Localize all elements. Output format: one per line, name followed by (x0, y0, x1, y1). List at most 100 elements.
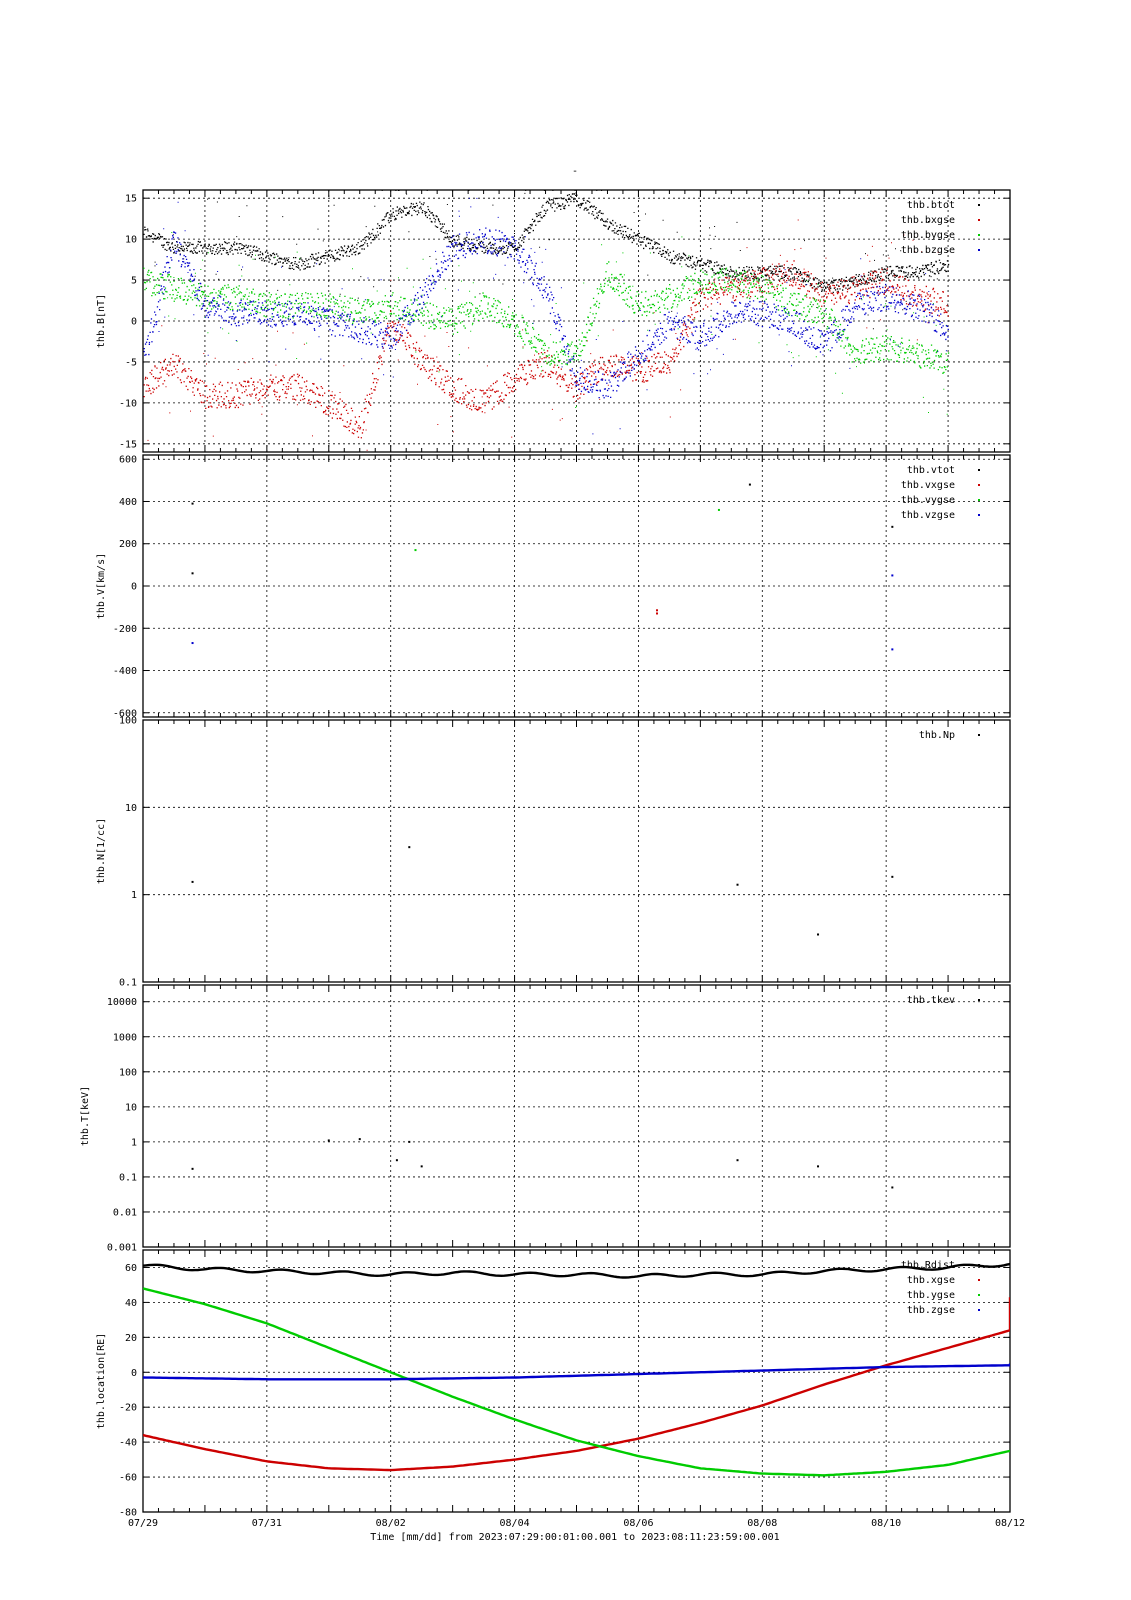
data-point (191, 880, 194, 883)
panel-data (191, 846, 894, 936)
y-tick-label: -20 (119, 1403, 137, 1414)
series-thb-ygse (143, 1287, 1010, 1477)
data-point (358, 1138, 361, 1141)
legend-marker (978, 234, 980, 236)
y-tick-label: 100 (119, 716, 137, 727)
x-tick-label: 07/29 (128, 1518, 158, 1529)
legend-entry: thb.zgse (907, 1305, 955, 1316)
legend-entry: thb.ygse (907, 1290, 955, 1301)
y-tick-label: 1 (131, 890, 137, 901)
legend-marker (978, 1294, 980, 1296)
data-point (736, 883, 739, 886)
legend-marker (978, 219, 980, 221)
y-tick-label: 400 (119, 497, 137, 508)
y-tick-label: 10 (125, 235, 137, 246)
y-tick-label: -400 (113, 666, 137, 677)
legend-marker (978, 1309, 980, 1311)
legend-marker (978, 499, 980, 501)
data-point (891, 875, 894, 878)
series-line (143, 1297, 1010, 1472)
y-tick-label: 0.1 (119, 1172, 137, 1183)
data-point (191, 642, 194, 645)
legend-entry: thb.tkev (907, 995, 955, 1006)
legend-entry: thb.xgse (907, 1275, 955, 1286)
panel-1: -15 -10 -5 0 5 10 15 thb.B[nT] thb.btot thb.bxgse… (96, 189, 1011, 453)
y-tick-label: 15 (125, 194, 137, 205)
series-line (143, 1287, 1010, 1477)
series-line (143, 1262, 1010, 1279)
legend-marker (978, 1279, 980, 1281)
series-thb-bxgse (143, 219, 949, 452)
y-tick-label: 60 (125, 1263, 137, 1274)
data-point (191, 1167, 194, 1170)
y-tick-label: 100 (119, 1067, 137, 1078)
x-axis-ticks: 07/29 07/31 08/02 08/04 08/06 08/08 08/10 08/12 (128, 1518, 1025, 1529)
legend-marker (978, 999, 980, 1001)
y-tick-label: 200 (119, 539, 137, 550)
x-tick-label: 08/04 (500, 1518, 530, 1529)
panel-frame (142, 1249, 1011, 1513)
y-tick-label: -40 (119, 1438, 137, 1449)
legend-marker (978, 204, 980, 206)
y-axis-label: thb.V[km/s] (96, 553, 107, 619)
data-point (408, 1140, 411, 1143)
y-tick-label: 0.01 (113, 1207, 137, 1218)
panels: -15-10-5051015thb.B[nT]thb.btotthb.bxgse… (80, 189, 1011, 1519)
y-tick-label: 0.1 (119, 978, 137, 989)
data-point (817, 1165, 820, 1168)
series-thb-vxgse (656, 609, 659, 615)
series-thb-vtot (191, 483, 894, 575)
series-line (143, 1363, 1010, 1381)
y-axis-label: thb.N[1/cc] (96, 818, 107, 884)
y-tick-label: 5 (131, 276, 137, 287)
y-axis-label: thb.B[nT] (96, 294, 107, 348)
y-tick-label: 10000 (107, 997, 137, 1008)
x-tick-label: 08/02 (376, 1518, 406, 1529)
y-tick-label: 0 (131, 317, 137, 328)
y-tick-label: 10 (125, 1102, 137, 1113)
y-tick-label: -10 (119, 398, 137, 409)
data-point (327, 1139, 330, 1142)
y-tick-label: -60 (119, 1473, 137, 1484)
y-axis-label: thb.T[keV] (80, 1086, 91, 1146)
y-tick-label: 10 (125, 803, 137, 814)
legend-entry: thb.btot (907, 200, 955, 211)
data-points (143, 190, 950, 335)
series-thb-bygse (143, 232, 950, 415)
data-points (143, 219, 949, 452)
data-point (891, 525, 894, 528)
x-axis-caption: Time [mm/dd] from 2023:07:29:00:01:00.00… (370, 1532, 779, 1543)
data-point (420, 1165, 423, 1168)
x-tick-label: 08/10 (871, 1518, 901, 1529)
data-point (414, 549, 417, 552)
legend-entry: thb.bzgse (901, 245, 955, 256)
y-tick-label: 600 (119, 455, 137, 466)
x-tick-label: 08/12 (995, 1518, 1025, 1529)
y-tick-label: 1 (131, 1137, 137, 1148)
legend-entry: thb.bygse (901, 230, 955, 241)
y-tick-label: 0 (131, 1368, 137, 1379)
y-tick-label: 40 (125, 1298, 137, 1309)
y-tick-label: 0.001 (107, 1243, 137, 1254)
data-point (891, 1186, 894, 1189)
data-point (191, 572, 194, 575)
legend-entry: thb.vxgse (901, 480, 955, 491)
panel-data (143, 190, 950, 452)
panel-frame (142, 454, 1011, 718)
data-point (191, 502, 194, 505)
legend-marker (978, 734, 980, 736)
panel-frame (142, 984, 1011, 1248)
y-tick-label: 0 (131, 582, 137, 593)
legend-entry: thb.vzgse (901, 510, 955, 521)
series-thb-tkev (191, 1138, 894, 1189)
legend-entry: thb.Np (919, 730, 955, 741)
y-tick-label: 1000 (113, 1032, 137, 1043)
legend-marker (978, 1264, 980, 1266)
panel-frame (142, 189, 1011, 453)
panel-data (191, 1138, 894, 1189)
data-point (817, 933, 820, 936)
data-point (891, 574, 894, 577)
x-tick-label: 08/06 (623, 1518, 653, 1529)
legend-marker (978, 514, 980, 516)
series-thb-zgse (143, 1363, 1010, 1381)
